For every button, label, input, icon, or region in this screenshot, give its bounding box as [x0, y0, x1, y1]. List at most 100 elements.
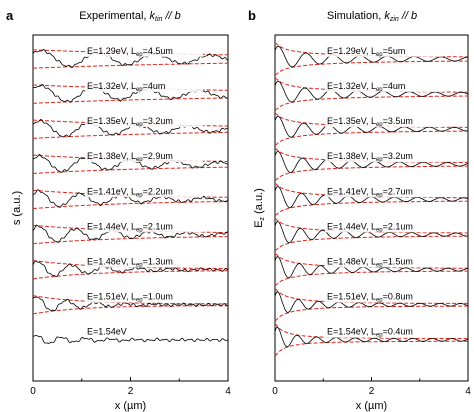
series-line — [274, 291, 469, 313]
series-label-length: =0.4um — [383, 327, 413, 337]
series-label-energy: E=1.35eV, L — [327, 116, 376, 126]
series-1: E=1.32eV, Lep=4um — [32, 79, 229, 104]
series-line — [32, 260, 229, 277]
series-5: E=1.44eV, Lep=2.1um — [274, 218, 468, 251]
series-label-sub: ep — [376, 333, 383, 339]
panel-title: Simulation, kzin // b — [327, 10, 417, 23]
series-label-energy: E=1.29eV, L — [87, 46, 136, 56]
envelope-upper — [275, 288, 468, 304]
series-7: E=1.51eV, Lep=0.8um — [274, 288, 469, 321]
series-label-energy: E=1.32eV, L — [87, 81, 136, 91]
series-label-sub: ep — [376, 298, 383, 304]
series-label-energy: E=1.44eV, L — [87, 221, 136, 231]
series-4: E=1.41eV, Lep=2.2um — [32, 185, 229, 210]
series-label-sub: ep — [136, 298, 143, 304]
series-label: E=1.51eV, Lep=0.8um — [327, 292, 413, 304]
x-tick-label: 4 — [465, 386, 471, 397]
series-label-bg — [325, 255, 443, 268]
series-0: E=1.29eV, Lep=5um — [274, 43, 469, 75]
series-line — [274, 221, 468, 244]
x-tick-label: 4 — [225, 386, 231, 397]
series-label: E=1.32eV, Lep=4um — [327, 81, 405, 93]
series-4: E=1.41eV, Lep=2.7um — [274, 183, 469, 216]
series-label-sub: ep — [136, 52, 143, 58]
series-label: E=1.41eV, Lep=2.2um — [87, 186, 173, 198]
series-label-sub: ep — [376, 227, 383, 233]
series-label-length: =4um — [383, 81, 406, 91]
series-3: E=1.38eV, Lep=3.2um — [274, 148, 469, 181]
series-label: E=1.38eV, Lep=3.2um — [327, 151, 413, 163]
series-line — [274, 81, 469, 103]
series-label: E=1.44eV, Lep=2.1um — [87, 221, 173, 233]
title-text: Experimental, — [79, 10, 149, 22]
series-label-energy: E=1.35eV, L — [87, 116, 136, 126]
series-label: E=1.32eV, Lep=4um — [87, 81, 165, 93]
envelope-lower — [32, 166, 228, 174]
envelope-upper — [32, 295, 228, 305]
y-label-main: E — [253, 220, 265, 227]
series-label: E=1.35eV, Lep=3.2um — [87, 116, 173, 128]
envelope-lower — [32, 305, 228, 315]
series-label-bg — [85, 290, 203, 303]
title-k-sub: tin — [155, 16, 163, 23]
series-label: E=1.44eV, Lep=2.1um — [327, 221, 413, 233]
series-label-sub: ep — [136, 122, 143, 128]
envelope-lower — [32, 270, 228, 280]
x-tick-label: 2 — [128, 386, 134, 397]
series-6: E=1.48eV, Lep=1.5um — [274, 253, 469, 286]
series-label-energy: E=1.44eV, L — [327, 221, 376, 231]
x-axis-label: x (µm) — [356, 400, 387, 412]
envelope-upper — [275, 323, 468, 340]
series-label-bg — [325, 115, 443, 128]
series-1: E=1.32eV, Lep=4um — [274, 78, 469, 111]
envelope-lower — [275, 270, 468, 286]
series-label: E=1.29eV, Lep=5um — [327, 46, 405, 58]
series-8: E=1.54eV — [32, 325, 228, 344]
series-label-length: =1.5um — [383, 257, 413, 267]
series-label-length: =3.5um — [383, 116, 413, 126]
y-axis-label: s (a.u.) — [11, 191, 23, 225]
series-label-length: =4um — [143, 81, 166, 91]
series-label-energy: E=1.54eV, L — [327, 327, 376, 337]
series-label-length: =5um — [383, 46, 406, 56]
series-label-bg — [85, 220, 203, 233]
panel-letter: b — [248, 8, 256, 23]
series-label-energy: E=1.38eV, L — [87, 151, 136, 161]
series-line — [274, 150, 469, 173]
series-label-length: =1.3um — [143, 257, 173, 267]
envelope-lower — [275, 340, 468, 356]
series-label-bg — [325, 150, 443, 163]
y-axis-label: Ez (a.u.) — [253, 188, 266, 228]
series-label-length: =4.5um — [143, 46, 173, 56]
series-label: E=1.41eV, Lep=2.7um — [327, 186, 413, 198]
title-k: k — [150, 10, 156, 22]
series-label-bg — [325, 325, 443, 338]
envelope-lower — [275, 95, 468, 111]
series-label: E=1.54eV — [87, 327, 127, 337]
panel-b: b Simulation, kzin // b 0 2 4 x (µm) Ez (a.u.)… — [248, 8, 471, 412]
title-k: k — [384, 10, 390, 22]
series-label-length: =2.9um — [143, 151, 173, 161]
series-label-energy: E=1.41eV, L — [87, 186, 136, 196]
series-label: E=1.29eV, Lep=4.5um — [87, 46, 173, 58]
title-tail: // b — [162, 10, 180, 22]
series-label-bg — [325, 290, 443, 303]
x-tick-label: 0 — [272, 386, 278, 397]
envelope-lower — [275, 130, 468, 146]
series-line — [274, 45, 468, 68]
series-line — [274, 115, 469, 138]
series-label: E=1.35eV, Lep=3.5um — [327, 116, 413, 128]
series-label-bg — [325, 79, 443, 92]
series-label-energy: E=1.29eV, L — [327, 46, 376, 56]
series-label-sub: ep — [376, 157, 383, 163]
panel-a: a Experimental, ktin // b 0 2 4 x (µm) s (a.u.… — [6, 8, 231, 412]
panel-title: Experimental, ktin // b — [79, 10, 181, 23]
series-0: E=1.29eV, Lep=4.5um — [32, 44, 229, 69]
series-label-bg — [85, 44, 203, 57]
envelope-lower — [275, 60, 469, 75]
series-2: E=1.35eV, Lep=3.2um — [32, 115, 228, 139]
series-label-bg — [85, 79, 203, 92]
series-label-energy: E=1.48eV, L — [87, 257, 136, 267]
envelope-lower — [275, 200, 468, 216]
